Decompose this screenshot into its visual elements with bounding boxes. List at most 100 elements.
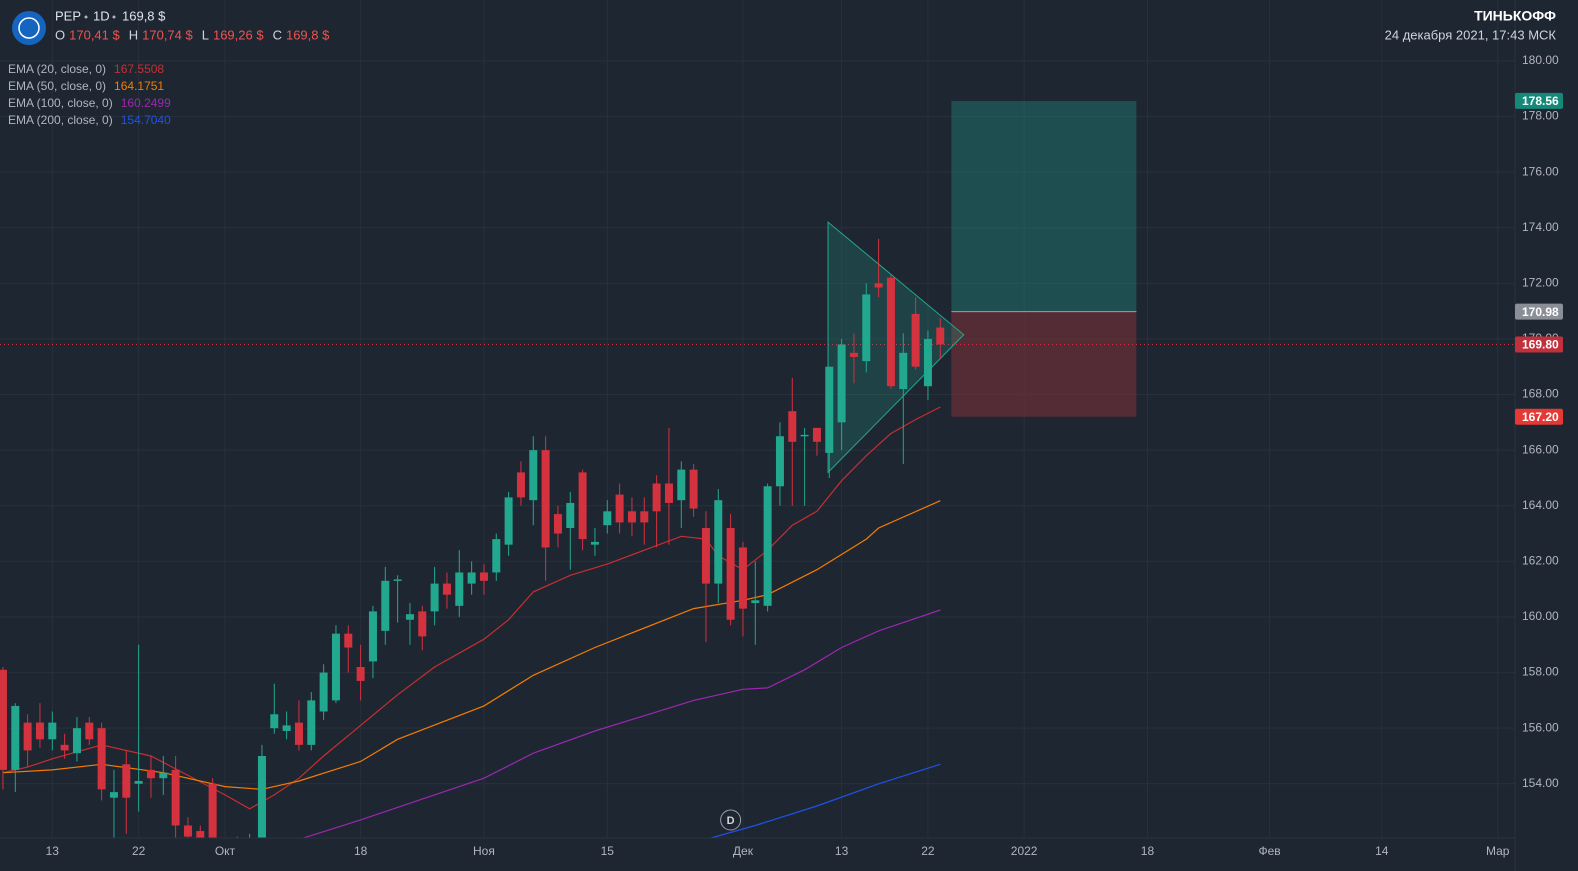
y-tick-label: 162.00 <box>1522 554 1559 568</box>
candle-body <box>122 764 131 798</box>
candle-body <box>726 527 735 620</box>
ema-line <box>708 763 941 838</box>
candle-body <box>270 714 279 729</box>
candle-body <box>936 327 945 345</box>
x-tick-label: Ноя <box>473 844 495 858</box>
candle-body <box>578 472 587 540</box>
plot-area <box>0 100 1515 838</box>
candle-body <box>134 781 143 784</box>
x-tick-label: Мар <box>1486 844 1510 858</box>
x-tick-label: 13 <box>835 844 849 858</box>
legend-value: 154.7040 <box>121 113 171 127</box>
ohlc-key: H <box>129 27 138 42</box>
timestamp: 24 декабря 2021, 17:43 МСК <box>1385 27 1557 42</box>
ohlc-key: O <box>55 27 65 42</box>
ohlc-value: 170,41 $ <box>69 27 120 42</box>
candle-body <box>368 611 377 662</box>
ohlc-key: C <box>273 27 282 42</box>
candle-body <box>430 583 439 612</box>
candle-body <box>504 497 513 545</box>
price-tag <box>1515 408 1563 425</box>
candle-body <box>467 572 476 584</box>
candle-body <box>23 722 32 751</box>
candle-body <box>664 483 673 503</box>
candle-body <box>529 450 538 501</box>
candle-body <box>899 352 908 389</box>
x-tick-label: 14 <box>1375 844 1389 858</box>
position-profit-zone <box>951 100 1137 312</box>
price-tag <box>1515 92 1563 109</box>
candle-body <box>812 427 821 442</box>
candle-body <box>85 722 94 740</box>
candle-body <box>0 669 7 770</box>
candle-body <box>615 494 624 523</box>
candle-body <box>319 672 328 712</box>
position-loss-zone <box>951 311 1137 417</box>
candle-body <box>751 600 760 604</box>
candle-body <box>257 755 266 838</box>
candle-body <box>738 547 747 609</box>
symbol-logo <box>12 11 46 45</box>
y-tick-label: 160.00 <box>1522 609 1559 623</box>
axes: 154.00 156.00 158.00 160.00 162.00 164.00 166.… <box>46 53 1563 858</box>
logo-globe <box>18 17 40 39</box>
ohlc-row: O 170,41 $ H 170,74 $ L 169,26 $ C 169,8 $ <box>55 27 330 42</box>
symbol[interactable]: PEP <box>55 8 81 23</box>
y-tick-label: 154.00 <box>1522 776 1559 790</box>
separator <box>84 15 88 19</box>
candle-body <box>652 483 661 512</box>
candle-body <box>405 614 414 620</box>
legend-value: 160.2499 <box>121 96 171 110</box>
candle-body <box>97 728 106 790</box>
x-tick-label: 18 <box>1141 844 1155 858</box>
y-tick-label: 158.00 <box>1522 665 1559 679</box>
x-tick-label: Дек <box>733 844 754 858</box>
candle-body <box>825 366 834 453</box>
candle-body <box>381 580 390 631</box>
legend: EMA (20, close, 0) 167.5508 EMA (50, close… <box>8 62 171 127</box>
y-tick-label: 166.00 <box>1522 442 1559 456</box>
candle-body <box>307 700 316 745</box>
candle-body <box>344 633 353 648</box>
candle-body <box>541 450 550 548</box>
candle-body <box>590 541 599 545</box>
candle-body <box>331 633 340 701</box>
price-tag <box>1515 336 1563 353</box>
candle-body <box>874 283 883 288</box>
candle-body <box>516 472 525 498</box>
x-tick-label: 15 <box>601 844 615 858</box>
candle-body <box>627 511 636 523</box>
candle-body <box>923 338 932 387</box>
candle-body <box>294 722 303 745</box>
candle-body <box>689 469 698 509</box>
event-label: D <box>727 815 735 827</box>
interval[interactable]: 1D <box>93 8 110 23</box>
candle-body <box>479 572 488 581</box>
price-tag-label: 167.20 <box>1522 410 1559 424</box>
y-tick-label: 176.00 <box>1522 164 1559 178</box>
last-price: 169,8 $ <box>122 8 166 23</box>
y-tick-label: 174.00 <box>1522 220 1559 234</box>
y-tick-label: 156.00 <box>1522 720 1559 734</box>
candle-body <box>492 539 501 573</box>
candle-body <box>48 722 57 740</box>
candle-body <box>196 831 205 838</box>
candle-body <box>775 436 784 487</box>
ohlc-value: 169,26 $ <box>213 27 264 42</box>
candle-body <box>356 667 365 681</box>
candle-body <box>849 352 858 357</box>
header: PEP 1D 169,8 $ O 170,41 $ H 170,74 $ L 169,26… <box>12 8 1556 45</box>
y-tick-label: 168.00 <box>1522 387 1559 401</box>
x-tick-label: 22 <box>921 844 935 858</box>
x-tick-label: Окт <box>215 844 236 858</box>
ema-line <box>301 609 941 838</box>
candle-body <box>640 511 649 523</box>
legend-name: EMA (20, close, 0) <box>8 62 106 76</box>
candle-body <box>171 769 180 826</box>
candle-body <box>566 502 575 528</box>
legend-name: EMA (100, close, 0) <box>8 96 113 110</box>
candle-body <box>455 572 464 606</box>
candle-body <box>11 705 20 770</box>
candle-body <box>282 725 291 731</box>
triangle-pattern <box>827 221 965 474</box>
